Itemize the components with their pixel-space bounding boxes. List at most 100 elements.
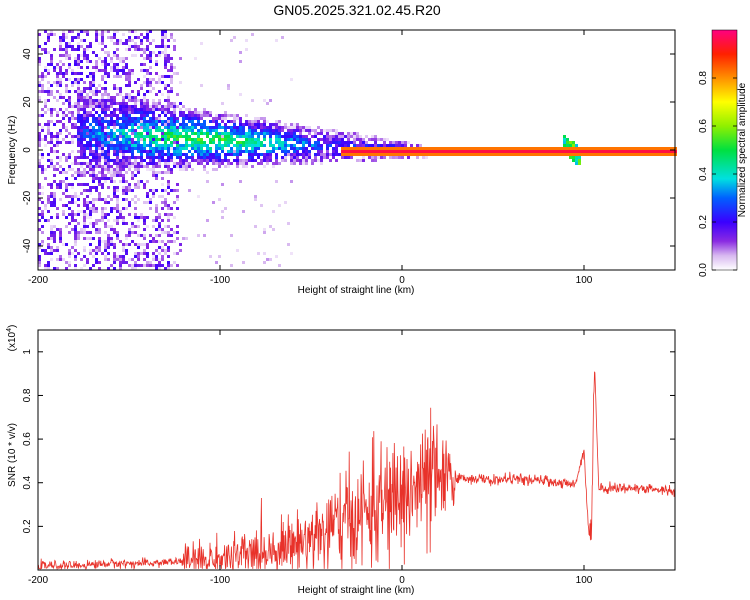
heatmap-cell	[71, 162, 74, 165]
heatmap-cell	[149, 72, 152, 75]
heatmap-cell	[164, 171, 167, 174]
heatmap-cell	[122, 138, 125, 141]
heatmap-cell	[428, 153, 431, 156]
heatmap-cell	[155, 204, 158, 207]
heatmap-cell	[284, 141, 287, 144]
heatmap-cell	[191, 114, 194, 117]
heatmap-cell	[161, 219, 164, 222]
heatmap-cell	[362, 141, 365, 144]
heatmap-cell	[122, 99, 125, 102]
heatmap-cell	[80, 183, 83, 186]
heatmap-cell	[350, 132, 353, 135]
heatmap-cell	[104, 126, 107, 129]
heatmap-cell	[617, 153, 620, 156]
heatmap-cell	[242, 141, 245, 144]
snr-y-multiplier: (x104)	[6, 325, 18, 352]
heatmap-cell	[152, 165, 155, 168]
heatmap-cell	[107, 132, 110, 135]
heatmap-cell	[110, 99, 113, 102]
heatmap-cell	[38, 153, 41, 156]
heatmap-cell	[482, 147, 485, 150]
heatmap-cell	[152, 150, 155, 153]
heatmap-cell	[110, 210, 113, 213]
heatmap-cell	[107, 165, 110, 168]
heatmap-cell	[95, 99, 98, 102]
heatmap-cell	[164, 201, 167, 204]
heatmap-cell	[134, 252, 137, 255]
heatmap-cell	[53, 96, 56, 99]
heatmap-cell	[143, 141, 146, 144]
heatmap-cell	[107, 156, 110, 159]
heatmap-cell	[350, 150, 353, 153]
heatmap-cell	[152, 108, 155, 111]
heatmap-cell	[86, 225, 89, 228]
heatmap-cell	[95, 228, 98, 231]
heatmap-cell	[101, 129, 104, 132]
heatmap-cell	[50, 57, 53, 60]
heatmap-cell	[113, 267, 116, 270]
heatmap-cell	[347, 156, 350, 159]
heatmap-cell	[140, 165, 143, 168]
heatmap-cell	[56, 246, 59, 249]
heatmap-cell	[56, 120, 59, 123]
heatmap-cell	[341, 132, 344, 135]
heatmap-cell	[185, 135, 188, 138]
heatmap-cell	[239, 93, 242, 96]
heatmap-cell	[626, 147, 629, 150]
heatmap-cell	[62, 204, 65, 207]
heatmap-cell	[38, 75, 41, 78]
heatmap-cell	[260, 159, 263, 162]
heatmap-cell	[140, 156, 143, 159]
heatmap-cell	[68, 255, 71, 258]
heatmap-cell	[86, 99, 89, 102]
heatmap-cell	[92, 255, 95, 258]
heatmap-cell	[74, 60, 77, 63]
heatmap-cell	[146, 69, 149, 72]
heatmap-cell	[65, 129, 68, 132]
heatmap-cell	[38, 183, 41, 186]
heatmap-cell	[344, 150, 347, 153]
heatmap-cell	[116, 210, 119, 213]
heatmap-cell	[38, 84, 41, 87]
heatmap-cell	[458, 150, 461, 153]
heatmap-cell	[449, 150, 452, 153]
heatmap-cell	[68, 249, 71, 252]
heatmap-cell	[41, 216, 44, 219]
heatmap-cell	[122, 108, 125, 111]
heatmap-cell	[77, 111, 80, 114]
heatmap-cell	[131, 222, 134, 225]
heatmap-cell	[74, 267, 77, 270]
heatmap-cell	[563, 141, 566, 144]
heatmap-cell	[311, 162, 314, 165]
heatmap-cell	[116, 69, 119, 72]
heatmap-cell	[200, 150, 203, 153]
heatmap-cell	[104, 156, 107, 159]
heatmap-cell	[620, 150, 623, 153]
heatmap-cell	[233, 159, 236, 162]
heatmap-cell	[80, 267, 83, 270]
heatmap-cell	[308, 150, 311, 153]
heatmap-cell	[71, 183, 74, 186]
heatmap-cell	[89, 99, 92, 102]
heatmap-cell	[38, 192, 41, 195]
heatmap-cell	[527, 150, 530, 153]
heatmap-cell	[104, 102, 107, 105]
heatmap-cell	[119, 87, 122, 90]
heatmap-cell	[146, 99, 149, 102]
heatmap-cell	[77, 114, 80, 117]
heatmap-cell	[230, 132, 233, 135]
heatmap-cell	[566, 153, 569, 156]
heatmap-cell	[68, 102, 71, 105]
heatmap-cell	[101, 93, 104, 96]
heatmap-cell	[263, 117, 266, 120]
heatmap-cell	[131, 267, 134, 270]
heatmap-cell	[182, 126, 185, 129]
heatmap-cell	[203, 156, 206, 159]
heatmap-cell	[353, 144, 356, 147]
heatmap-cell	[47, 261, 50, 264]
heatmap-cell	[83, 201, 86, 204]
heatmap-cell	[41, 168, 44, 171]
heatmap-cell	[53, 198, 56, 201]
heatmap-cell	[77, 237, 80, 240]
heatmap-cell	[77, 198, 80, 201]
